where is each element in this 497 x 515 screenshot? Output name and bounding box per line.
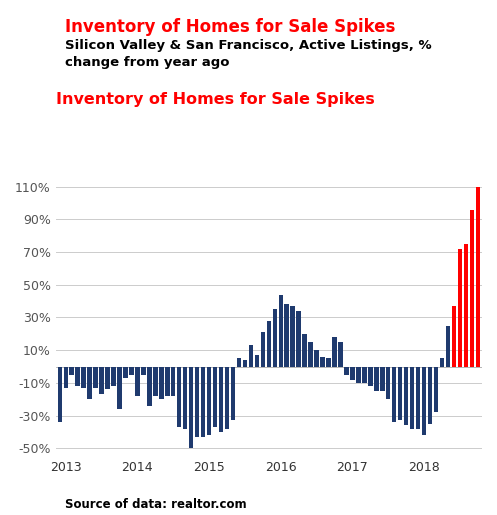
Bar <box>362 367 367 383</box>
Bar <box>117 367 122 409</box>
Bar <box>392 367 397 422</box>
Bar <box>213 367 217 427</box>
Bar <box>171 367 175 396</box>
Bar <box>105 367 110 389</box>
Bar <box>260 332 265 367</box>
Bar <box>272 310 277 367</box>
Bar <box>129 367 134 375</box>
Bar <box>296 311 301 367</box>
Bar <box>284 304 289 367</box>
Bar <box>153 367 158 396</box>
Bar <box>93 367 98 388</box>
Bar <box>123 367 128 378</box>
Bar <box>320 357 325 367</box>
Bar <box>76 367 80 386</box>
Bar <box>231 367 235 420</box>
Bar <box>314 350 319 367</box>
Bar <box>177 367 181 427</box>
Bar <box>422 367 426 435</box>
Bar <box>332 337 337 367</box>
Bar <box>446 325 450 367</box>
Bar <box>368 367 373 386</box>
Text: Inventory of Homes for Sale Spikes: Inventory of Homes for Sale Spikes <box>56 92 374 107</box>
Bar <box>410 367 414 428</box>
Bar <box>278 295 283 367</box>
Bar <box>147 367 152 406</box>
Bar <box>428 367 432 424</box>
Bar <box>225 367 229 428</box>
Bar <box>141 367 146 375</box>
Bar <box>308 342 313 367</box>
Bar <box>302 334 307 367</box>
Bar <box>165 367 169 396</box>
Bar <box>189 367 193 448</box>
Bar <box>470 210 474 367</box>
Bar <box>266 321 271 367</box>
Bar <box>183 367 187 428</box>
Text: Inventory of Homes for Sale Spikes: Inventory of Homes for Sale Spikes <box>65 18 395 36</box>
Bar <box>201 367 205 437</box>
Bar <box>207 367 211 435</box>
Bar <box>416 367 420 428</box>
Bar <box>458 249 462 367</box>
Bar <box>58 367 62 422</box>
Bar <box>111 367 116 386</box>
Bar <box>374 367 379 391</box>
Bar <box>440 358 444 367</box>
Bar <box>135 367 140 396</box>
Bar <box>327 358 331 367</box>
Bar <box>248 345 253 367</box>
Bar <box>386 367 391 399</box>
Bar <box>290 306 295 367</box>
Bar <box>404 367 409 425</box>
Bar <box>464 244 468 367</box>
Bar <box>64 367 68 388</box>
Bar <box>243 360 247 367</box>
Bar <box>237 358 241 367</box>
Bar <box>380 367 385 391</box>
Bar <box>398 367 403 420</box>
Bar <box>476 187 480 367</box>
Bar <box>344 367 349 375</box>
Bar <box>195 367 199 437</box>
Bar <box>350 367 355 380</box>
Bar <box>452 306 456 367</box>
Text: Source of data: realtor.com: Source of data: realtor.com <box>65 498 246 511</box>
Bar <box>82 367 86 388</box>
Bar <box>99 367 104 394</box>
Bar <box>254 355 259 367</box>
Bar <box>219 367 223 432</box>
Bar <box>70 367 74 375</box>
Bar <box>356 367 361 383</box>
Bar <box>159 367 164 399</box>
Text: Silicon Valley & San Francisco, Active Listings, %
change from year ago: Silicon Valley & San Francisco, Active L… <box>65 39 431 68</box>
Bar <box>434 367 438 413</box>
Bar <box>338 342 343 367</box>
Bar <box>87 367 92 399</box>
